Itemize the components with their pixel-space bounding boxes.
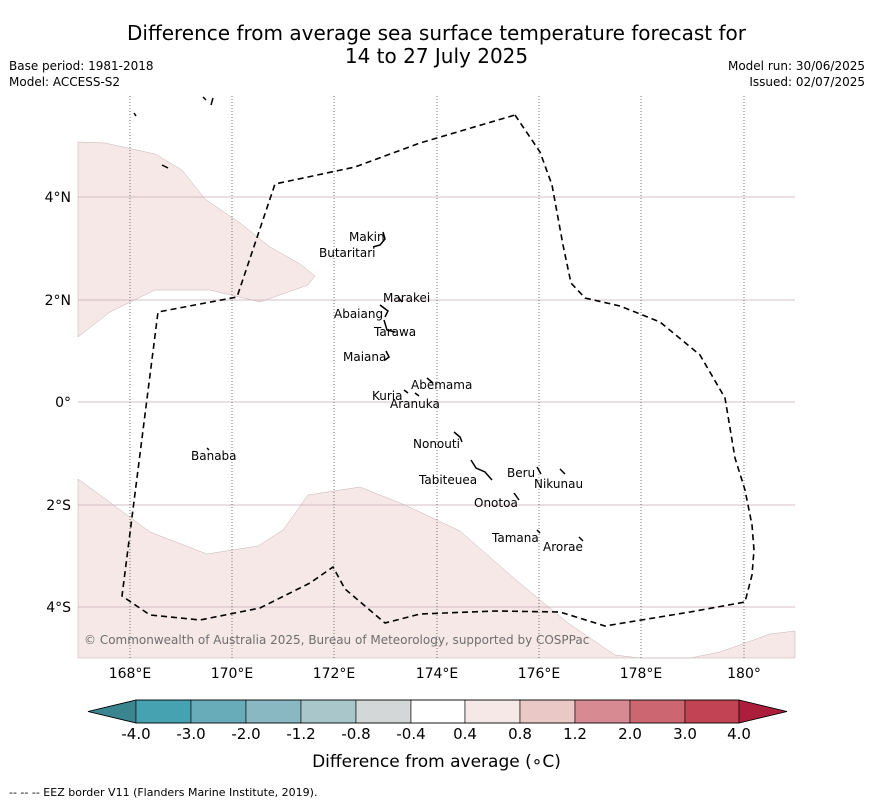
island-arorae [578, 536, 584, 542]
colorbar-bin-11 [684, 699, 740, 724]
colorbar-tick-11: 3.0 [673, 725, 697, 743]
island-abemama [426, 377, 434, 384]
island-aranuka [414, 392, 420, 397]
place-label-arorae: Arorae [543, 540, 583, 554]
place-label-tarawa: Tarawa [373, 325, 416, 339]
island-maiana [384, 350, 390, 361]
map-title: Difference from average sea surface temp… [0, 22, 873, 68]
island-beru [536, 466, 542, 475]
place-label-abaiang: Abaiang [334, 307, 383, 321]
island-tarawa [383, 319, 396, 333]
place-label-makin: Makin [349, 230, 385, 244]
colorbar-tick-8: 0.8 [508, 725, 532, 743]
colorbar-bin-2 [190, 699, 247, 724]
colorbar-tick-5: -0.8 [341, 725, 371, 743]
colorbar-bin-6 [410, 699, 466, 724]
colorbar-bin-5 [355, 699, 412, 724]
lon-label-178e: 178°E [620, 666, 663, 682]
coast-fragment-3 [161, 164, 169, 169]
place-label-tamana: Tamana [491, 531, 539, 545]
colorbar-bin-8 [519, 699, 576, 724]
model-name: Model: ACCESS-S2 [9, 75, 121, 89]
place-label-marakei: Marakei [383, 291, 430, 305]
warm-anomaly-region-south [77, 478, 796, 659]
coast-fragment-2 [202, 96, 214, 106]
colorbar-bin-3 [245, 699, 302, 724]
island-outlines [133, 96, 584, 542]
lon-label-180: 180° [727, 666, 761, 682]
model-info: Base period: 1981-2018 Model: ACCESS-S2 [9, 58, 154, 90]
island-tabiteuea [470, 459, 493, 481]
colorbar-tick-12: 4.0 [727, 725, 751, 743]
issued-date: Issued: 02/07/2025 [749, 75, 865, 89]
colorbar [87, 699, 788, 724]
colorbar-title: Difference from average (∘C) [312, 752, 561, 772]
lon-label-170e: 170°E [211, 666, 254, 682]
island-tamana [536, 529, 541, 534]
lat-label-4s: 4°S [46, 600, 71, 616]
lat-label-4n: 4°N [45, 190, 71, 206]
place-label-tabiteuea: Tabiteuea [418, 473, 477, 487]
island-nonouti [453, 431, 463, 443]
copyright-notice: © Commonwealth of Australia 2025, Bureau… [84, 633, 589, 647]
warm-anomaly-region-north [77, 141, 316, 338]
island-makin [372, 231, 386, 248]
island-onotoa [513, 492, 520, 501]
base-period: Base period: 1981-2018 [9, 59, 154, 73]
lon-label-176e: 176°E [518, 666, 561, 682]
lat-label-2s: 2°S [46, 498, 71, 514]
place-label-maiana: Maiana [343, 350, 386, 364]
place-label-kuria: Kuria [372, 389, 403, 403]
title-line-1: Difference from average sea surface temp… [126, 21, 746, 45]
colorbar-outline [87, 699, 788, 724]
place-label-abemama: Abemama [411, 378, 472, 392]
colorbar-tick-1: -4.0 [121, 725, 151, 743]
place-label-nonouti: Nonouti [413, 437, 460, 451]
island-marakei [397, 296, 403, 303]
place-label-onotoa: Onotoa [474, 496, 518, 510]
colorbar-tick-7: 0.4 [453, 725, 477, 743]
lon-label-168e: 168°E [109, 666, 152, 682]
colorbar-bin-4 [300, 699, 357, 724]
colorbar-tick-3: -2.0 [231, 725, 261, 743]
colorbar-bin-7 [464, 699, 521, 724]
colorbar-tick-10: 2.0 [618, 725, 642, 743]
coast-fragment-1 [133, 112, 137, 117]
island-abaiang [379, 304, 389, 318]
colorbar-bin-10 [629, 699, 686, 724]
place-label-banaba: Banaba [191, 449, 237, 463]
colorbar-tick-6: -0.4 [396, 725, 426, 743]
model-run: Model run: 30/06/2025 [727, 59, 865, 73]
place-label-beru: Beru [507, 466, 535, 480]
eez-border-gilberts [121, 114, 755, 627]
title-line-2: 14 to 27 July 2025 [344, 44, 529, 68]
lon-label-172e: 172°E [313, 666, 356, 682]
colorbar-tick-2: -3.0 [176, 725, 206, 743]
colorbar-arrow-high [738, 699, 788, 724]
lat-label-0: 0° [55, 395, 71, 411]
place-label-butaritari: Butaritari [319, 246, 376, 260]
colorbar-bin-9 [574, 699, 631, 724]
island-nikunau [559, 468, 566, 475]
place-label-nikunau: Nikunau [534, 477, 583, 491]
graticule [78, 96, 795, 658]
lon-label-174e: 174°E [416, 666, 459, 682]
colorbar-arrow-low [87, 699, 137, 724]
lat-label-2n: 2°N [45, 293, 71, 309]
place-label-aranuka: Aranuka [390, 397, 440, 411]
run-info: Model run: 30/06/2025 Issued: 02/07/2025 [728, 58, 865, 90]
colorbar-tick-4: -1.2 [286, 725, 316, 743]
colorbar-tick-9: 1.2 [563, 725, 587, 743]
island-kuria [403, 389, 409, 394]
eez-footnote: -- -- -- EEZ border V11 (Flanders Marine… [9, 786, 318, 799]
island-banaba [206, 447, 210, 451]
colorbar-bin-1 [135, 699, 192, 724]
